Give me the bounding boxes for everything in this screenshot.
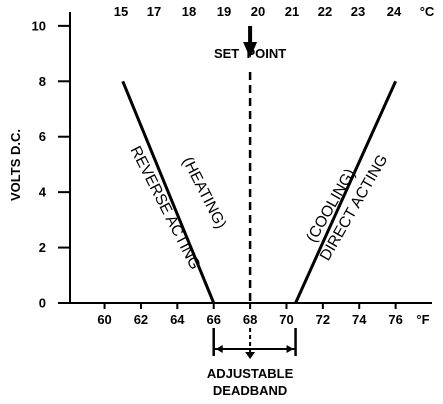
deadband-bracket [212, 328, 297, 359]
deadband-right-arrow-icon [286, 345, 294, 353]
top-axis-ticks: 15 17 18 19 20 21 22 23 24 °C [114, 4, 435, 19]
x-tick-label: 66 [206, 312, 220, 327]
y-tick-label: 0 [39, 296, 46, 311]
deadband-label-line1: ADJUSTABLE [207, 366, 294, 381]
heating-label: (HEATING) [179, 154, 230, 231]
y-tick-label: 10 [32, 18, 46, 33]
x-tick-label: 62 [134, 312, 148, 327]
top-tick-label: 22 [318, 4, 332, 19]
y-tick-label: 2 [39, 240, 46, 255]
x-axis-unit: °F [416, 312, 429, 327]
top-tick-label: 24 [387, 4, 402, 19]
y-tick-label: 6 [39, 129, 46, 144]
deadband-label-line2: DEADBAND [213, 383, 287, 398]
reverse-acting-line [121, 80, 216, 304]
top-tick-label: 21 [285, 4, 299, 19]
x-tick-label: 74 [352, 312, 367, 327]
x-tick-label: 70 [279, 312, 293, 327]
x-tick-label: 72 [316, 312, 330, 327]
setpoint-label: SET POINT [214, 46, 286, 61]
direct-acting-line [294, 80, 397, 304]
x-tick-label: 68 [243, 312, 257, 327]
top-tick-label: 19 [217, 4, 231, 19]
x-tick-label: 64 [170, 312, 185, 327]
top-tick-label: 23 [351, 4, 365, 19]
top-tick-label: 18 [182, 4, 196, 19]
setpoint-arrow-icon [243, 26, 258, 58]
top-tick-label: 20 [251, 4, 265, 19]
x-tick-label: 60 [97, 312, 111, 327]
deadband-center-arrow-icon [245, 352, 256, 359]
y-axis-title: VOLTS D.C. [8, 129, 23, 201]
top-tick-label: 17 [147, 4, 161, 19]
y-tick-label: 8 [39, 74, 46, 89]
x-axis-ticks: 60 62 64 66 68 70 72 74 76 °F [97, 303, 430, 327]
x-tick-label: 76 [388, 312, 402, 327]
top-axis-unit: °C [420, 4, 435, 19]
y-axis-ticks: 0 2 4 6 8 10 [32, 18, 70, 311]
top-tick-label: 15 [114, 4, 128, 19]
deadband-left-arrow-icon [215, 345, 223, 353]
y-tick-label: 4 [39, 185, 47, 200]
